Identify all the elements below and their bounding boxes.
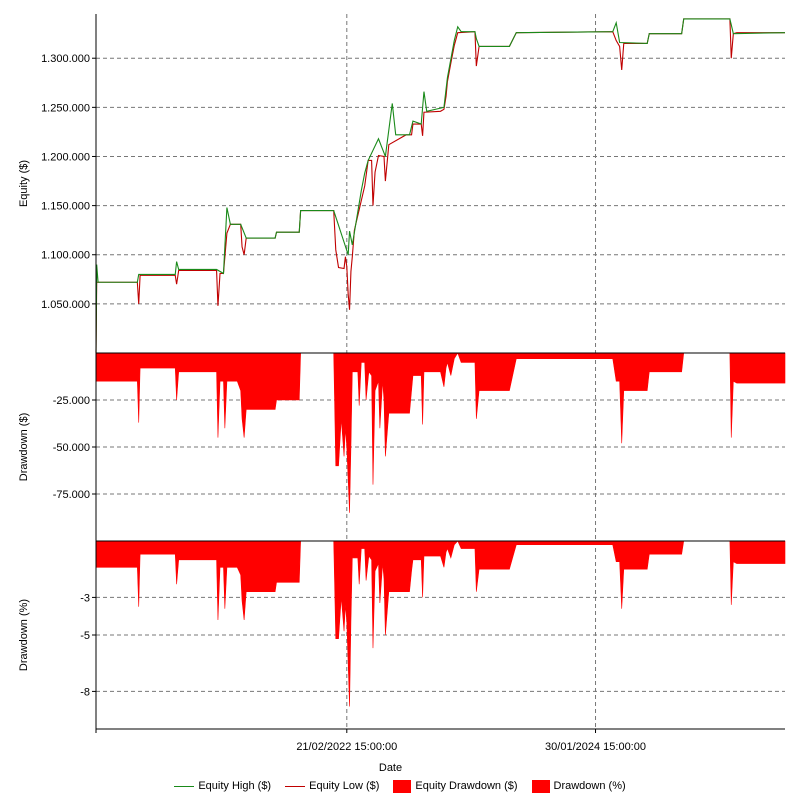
y-tick-label: 1.050.000 [41, 299, 90, 311]
x-axis-title: Date [379, 762, 402, 774]
y-tick-label: 1.100.000 [41, 250, 90, 262]
y-axis-title: Drawdown (%) [18, 599, 30, 671]
chart-svg: 1.050.000 1.100.000 1.150.000 1.200.000 1.25… [18, 14, 786, 774]
panel-drawdown-usd: -25.000 -50.000 -75.000 Drawdown ($) [18, 352, 786, 541]
legend-swatch-equity-drawdown [393, 779, 412, 793]
legend-label-equity-drawdown: Equity Drawdown ($) [415, 780, 518, 792]
y-tick-label: -50.000 [53, 442, 90, 454]
legend-label-equity-high: Equity High ($) [198, 780, 272, 792]
legend-swatch-drawdown-pct [531, 779, 550, 793]
y-tick-label: 1.250.000 [41, 102, 90, 114]
series-area-equity-drawdown [95, 352, 786, 513]
panel-equity: 1.050.000 1.100.000 1.150.000 1.200.000 1.25… [18, 14, 786, 354]
series-line-equity-low [95, 18, 785, 354]
y-axis-title: Equity ($) [18, 160, 30, 207]
legend-item-equity-high: Equity High ($) [174, 780, 271, 792]
legend-item-equity-low: Equity Low ($) [285, 780, 379, 792]
y-tick-label: -3 [80, 592, 90, 604]
y-tick-label: 1.200.000 [41, 151, 90, 163]
legend-item-equity-drawdown: Equity Drawdown ($) [393, 779, 518, 793]
y-tick-label: 1.300.000 [41, 53, 90, 65]
y-tick-label: -75.000 [53, 489, 90, 501]
legend-swatch-equity-high [174, 785, 195, 787]
legend-swatch-equity-low [285, 785, 306, 787]
x-tick-label: 21/02/2022 15:00:00 [296, 741, 397, 753]
series-line-equity-high [95, 18, 786, 354]
x-tick-label: 30/01/2024 15:00:00 [545, 741, 646, 753]
legend-label-drawdown-pct: Drawdown (%) [553, 780, 626, 792]
y-tick-label: 1.150.000 [41, 201, 90, 213]
y-tick-label: -25.000 [53, 395, 90, 407]
y-tick-label: -5 [80, 630, 90, 642]
series-area-drawdown [95, 540, 786, 707]
y-tick-label: -8 [80, 686, 90, 698]
chart-legend: Equity High ($) Equity Low ($) Equity Dr… [0, 776, 800, 796]
legend-label-equity-low: Equity Low ($) [309, 780, 380, 792]
legend-item-drawdown-pct: Drawdown (%) [531, 779, 626, 793]
panel-drawdown-pct: -3 -5 -8 Drawdown (%) [18, 540, 786, 729]
y-axis-title: Drawdown ($) [18, 413, 30, 481]
